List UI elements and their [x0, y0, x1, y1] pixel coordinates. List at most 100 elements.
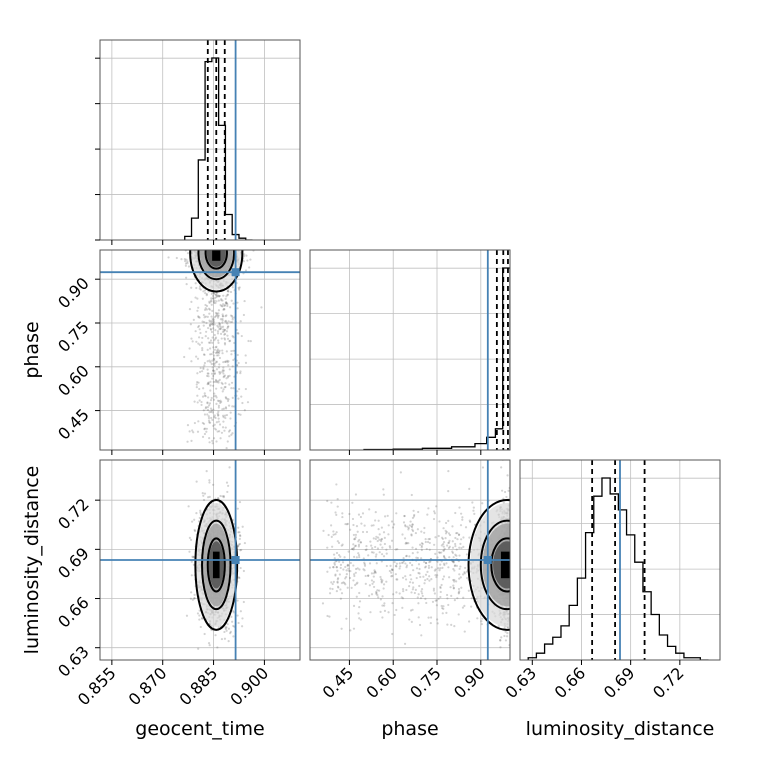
- joint-panel-geocent_time_vs_phase: [100, 250, 300, 450]
- scatter-point: [369, 540, 372, 543]
- scatter-point: [375, 592, 378, 595]
- scatter-point: [204, 406, 208, 409]
- scatter-point: [366, 574, 370, 577]
- scatter-point: [428, 548, 431, 551]
- scatter-point: [239, 370, 242, 373]
- y-tick-label: 0.45: [54, 405, 93, 444]
- scatter-point: [468, 487, 471, 490]
- scatter-point: [186, 262, 189, 265]
- scatter-point: [227, 398, 230, 401]
- scatter-point: [209, 328, 213, 331]
- scatter-point: [225, 301, 228, 304]
- scatter-point: [372, 575, 375, 578]
- scatter-point: [371, 547, 374, 550]
- scatter-point: [372, 551, 375, 554]
- scatter-point: [201, 421, 204, 425]
- scatter-point: [220, 326, 223, 329]
- scatter-point: [236, 390, 239, 393]
- scatter-point: [242, 260, 245, 263]
- scatter-point: [189, 323, 192, 326]
- scatter-point: [332, 553, 336, 556]
- scatter-point: [409, 561, 412, 565]
- scatter-point: [228, 383, 231, 386]
- scatter-point: [228, 435, 231, 438]
- scatter-point: [202, 498, 206, 502]
- scatter-point: [444, 532, 448, 535]
- scatter-point: [191, 598, 194, 601]
- scatter-point: [206, 372, 209, 375]
- scatter-point: [349, 569, 352, 573]
- scatter-point: [380, 526, 384, 529]
- scatter-point: [326, 614, 329, 618]
- scatter-point: [229, 314, 233, 317]
- scatter-point: [210, 292, 213, 295]
- scatter-point: [358, 538, 361, 542]
- scatter-point: [326, 546, 329, 549]
- scatter-point: [199, 625, 202, 629]
- scatter-point: [215, 440, 218, 443]
- scatter-point: [412, 569, 415, 572]
- scatter-point: [223, 328, 227, 332]
- scatter-point: [365, 548, 368, 551]
- scatter-point: [412, 509, 415, 512]
- scatter-point: [379, 598, 383, 601]
- scatter-point: [354, 567, 358, 571]
- scatter-point: [191, 340, 194, 343]
- scatter-point: [404, 542, 407, 545]
- scatter-point: [332, 566, 335, 569]
- scatter-point: [193, 529, 197, 533]
- scatter-point: [213, 395, 216, 398]
- scatter-point: [445, 562, 448, 565]
- scatter-point: [481, 502, 484, 505]
- scatter-point: [410, 533, 413, 536]
- scatter-point: [394, 573, 397, 576]
- scatter-point: [370, 593, 374, 596]
- scatter-point: [353, 538, 357, 541]
- scatter-point: [427, 564, 431, 567]
- scatter-point: [352, 579, 355, 582]
- scatter-point: [216, 399, 220, 402]
- scatter-point: [212, 297, 215, 300]
- scatter-point: [374, 545, 377, 549]
- scatter-point: [236, 307, 239, 310]
- scatter-point: [430, 578, 433, 581]
- scatter-point: [208, 404, 211, 407]
- scatter-point: [238, 576, 241, 580]
- scatter-point: [385, 564, 388, 568]
- scatter-point: [238, 531, 241, 534]
- scatter-point: [390, 520, 394, 523]
- scatter-point: [205, 469, 208, 473]
- scatter-point: [444, 529, 447, 532]
- scatter-point: [440, 544, 443, 547]
- scatter-point: [211, 341, 214, 344]
- scatter-point: [388, 545, 391, 548]
- scatter-point: [213, 357, 216, 360]
- scatter-point: [201, 348, 204, 352]
- scatter-point: [211, 439, 214, 442]
- scatter-point: [375, 591, 378, 595]
- scatter-point: [207, 381, 210, 384]
- scatter-point: [186, 252, 190, 255]
- scatter-point: [442, 541, 446, 544]
- scatter-point: [349, 629, 352, 632]
- scatter-point: [322, 529, 325, 532]
- scatter-point: [457, 591, 460, 594]
- scatter-point: [224, 360, 227, 363]
- scatter-point: [404, 562, 407, 565]
- scatter-point: [209, 384, 212, 387]
- scatter-point: [230, 381, 234, 384]
- scatter-point: [191, 429, 194, 432]
- scatter-point: [211, 336, 214, 339]
- scatter-point: [202, 367, 205, 370]
- scatter-point: [194, 282, 197, 285]
- scatter-point: [218, 356, 222, 360]
- scatter-point: [448, 533, 452, 537]
- scatter-point: [215, 312, 219, 315]
- scatter-point: [238, 542, 242, 546]
- scatter-point: [223, 451, 225, 453]
- scatter-point: [376, 589, 379, 592]
- scatter-point: [347, 564, 350, 567]
- scatter-point: [370, 579, 374, 582]
- scatter-point: [197, 315, 200, 318]
